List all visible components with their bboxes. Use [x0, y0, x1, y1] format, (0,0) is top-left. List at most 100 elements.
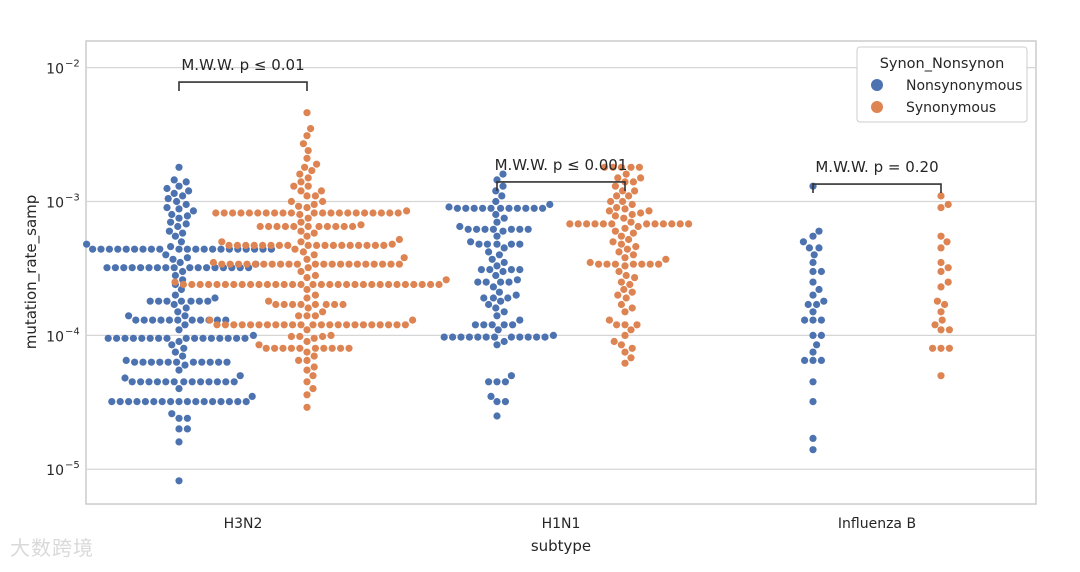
data-point: [271, 344, 279, 352]
data-point: [303, 192, 311, 200]
data-point: [628, 288, 636, 296]
data-point: [289, 280, 297, 289]
data-point: [611, 182, 620, 190]
data-point: [488, 255, 496, 263]
data-point: [622, 271, 630, 280]
data-point: [311, 192, 319, 200]
data-point: [332, 222, 340, 231]
data-point: [170, 300, 178, 309]
data-point: [493, 378, 501, 386]
data-point: [238, 321, 246, 329]
data-point: [225, 398, 233, 406]
data-point: [662, 255, 670, 263]
data-point: [621, 254, 629, 262]
data-point: [485, 378, 493, 386]
data-point: [113, 334, 121, 342]
data-point: [167, 218, 175, 226]
data-point: [177, 238, 185, 246]
data-point: [290, 222, 298, 231]
data-point: [111, 264, 119, 272]
data-point: [287, 197, 295, 206]
data-point: [659, 220, 668, 228]
data-point: [162, 251, 170, 259]
data-point: [499, 182, 507, 190]
data-point: [116, 398, 124, 406]
data-point: [937, 258, 945, 267]
data-point: [613, 192, 621, 200]
data-point: [189, 207, 197, 215]
data-point: [368, 280, 376, 289]
significance-bracket: [812, 183, 942, 194]
data-point: [310, 209, 318, 217]
data-point: [617, 240, 626, 248]
data-point: [315, 222, 323, 231]
y-tick-label: 10: [46, 329, 64, 345]
data-point: [303, 285, 311, 294]
data-point: [310, 363, 318, 371]
data-point: [309, 372, 317, 380]
data-point: [627, 163, 635, 171]
data-point: [453, 204, 461, 212]
data-point: [179, 352, 187, 360]
data-point: [442, 276, 450, 284]
data-point: [937, 308, 945, 316]
data-point: [395, 235, 403, 244]
data-point: [287, 332, 295, 341]
data-point: [629, 178, 638, 186]
data-point: [180, 344, 188, 352]
data-point: [224, 334, 232, 342]
data-point: [205, 280, 213, 289]
data-point: [615, 267, 623, 276]
data-point: [611, 212, 620, 220]
data-point: [403, 207, 411, 215]
data-point: [507, 266, 515, 274]
data-point: [192, 398, 200, 406]
data-point: [613, 321, 621, 329]
data-point: [638, 260, 646, 268]
data-point: [313, 241, 321, 249]
data-point: [310, 200, 318, 209]
series-group: [83, 163, 275, 485]
data-point: [303, 337, 311, 346]
data-point: [175, 245, 183, 253]
data-point: [209, 398, 217, 406]
series-group: [799, 182, 828, 454]
data-point: [492, 304, 500, 312]
data-point: [605, 207, 614, 215]
data-point: [449, 333, 457, 341]
data-point: [513, 204, 522, 212]
data-point: [637, 209, 645, 217]
data-point: [196, 280, 204, 289]
data-point: [163, 184, 171, 193]
data-point: [614, 174, 622, 182]
data-point: [290, 182, 298, 190]
data-point: [815, 285, 823, 294]
data-point: [516, 225, 524, 233]
data-point: [343, 280, 351, 289]
data-point: [493, 398, 501, 406]
data-point: [346, 241, 354, 249]
data-point: [311, 312, 319, 320]
data-point: [222, 378, 230, 386]
x-tick-label: H3N2: [224, 516, 263, 532]
data-point: [938, 316, 946, 324]
data-point: [815, 244, 823, 252]
data-point: [234, 398, 242, 406]
data-point: [613, 204, 621, 212]
significance-label: M.W.W. p = 0.20: [815, 158, 938, 176]
data-point: [337, 344, 345, 352]
data-point: [516, 266, 524, 274]
data-point: [303, 255, 311, 263]
data-point: [621, 321, 629, 329]
data-point: [473, 225, 481, 233]
data-point: [175, 425, 183, 433]
data-point: [171, 278, 179, 286]
data-point: [189, 358, 197, 366]
data-point: [180, 378, 188, 386]
data-point: [120, 264, 128, 272]
data-point: [809, 278, 817, 286]
data-point: [303, 274, 311, 282]
data-point: [255, 321, 263, 329]
data-point: [149, 316, 157, 324]
data-point: [287, 209, 295, 217]
